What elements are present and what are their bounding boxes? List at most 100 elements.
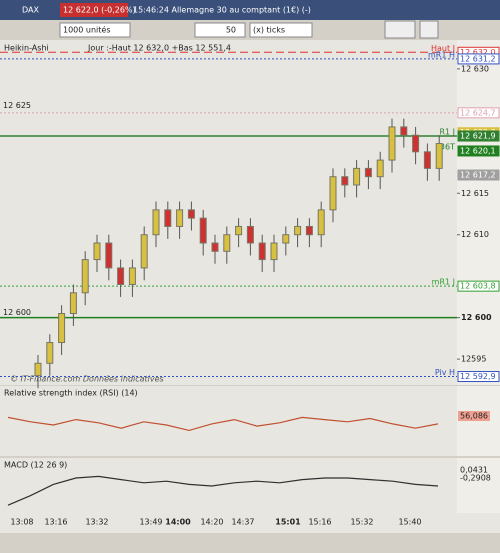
candle-body	[435, 143, 443, 169]
y-tick-label: 12595	[461, 355, 486, 364]
x-tick-label: 15:32	[350, 518, 373, 527]
candle-body	[164, 209, 172, 227]
chart-title: Heikin-Ashi	[4, 44, 49, 53]
macd-title: MACD (12 26 9)	[4, 461, 67, 470]
level-label: 12 620,1	[460, 146, 496, 155]
x-tick-label: 13:32	[85, 518, 108, 527]
level-name: mR1 J	[432, 278, 455, 287]
y-tick-label: 12 630	[461, 64, 489, 73]
candle-body	[81, 259, 89, 294]
candle-body	[223, 234, 231, 252]
candle-body	[400, 126, 408, 136]
y-tick-label: 12 610	[461, 230, 489, 239]
candle-body	[305, 225, 313, 236]
candle-body	[294, 225, 302, 236]
y-tick-label: 12 615	[461, 189, 489, 198]
level-name: mR1 H	[428, 50, 455, 59]
level-name: 36T	[440, 142, 455, 151]
rsi-value-box	[458, 411, 490, 421]
order-button[interactable]	[384, 20, 416, 39]
level-label: 12 632,0	[460, 48, 496, 57]
level-name: Haut J	[431, 44, 455, 53]
candle-body	[412, 134, 420, 153]
level-label: 12 617,2	[460, 171, 496, 180]
left-tick-label: 12 600	[3, 308, 31, 317]
level-box	[457, 53, 500, 65]
candle-body	[364, 167, 372, 178]
candle-body	[105, 242, 113, 269]
close-button[interactable]	[419, 20, 439, 39]
candle-body	[317, 209, 325, 236]
level-label: 12 631,2	[460, 54, 496, 63]
candle-body	[282, 234, 290, 244]
candle-body	[341, 176, 349, 186]
candle-body	[46, 342, 54, 364]
candle-body	[117, 267, 125, 285]
level-box	[457, 145, 500, 157]
time-axis	[0, 513, 500, 533]
candle-body	[353, 167, 361, 186]
x-tick-label: 13:16	[44, 518, 67, 527]
x-tick-label: 15:16	[308, 518, 331, 527]
candle-body	[140, 234, 148, 269]
watermark: © IT-Finance.com Données indicatives	[10, 374, 164, 384]
price-axis	[457, 40, 500, 385]
level-box	[457, 371, 500, 383]
ticks-label: (x) ticks	[253, 26, 285, 35]
x-tick-label: 15:40	[398, 518, 421, 527]
candle-body	[93, 242, 101, 261]
candle-body	[128, 267, 136, 285]
macd-panel	[0, 458, 457, 513]
candle-body	[376, 159, 384, 178]
macd-label: 0,0431	[460, 466, 488, 475]
rsi-line	[7, 416, 439, 432]
price-box	[60, 3, 128, 17]
candle-body	[258, 242, 266, 261]
x-tick-label: 14:20	[200, 518, 223, 527]
candle-body	[235, 225, 243, 236]
y-tick-label: 12 600	[461, 313, 492, 322]
quantity-select[interactable]	[59, 22, 131, 38]
instrument-info: 15:46:24 Allemagne 30 au comptant (1€) (…	[133, 6, 311, 15]
x-tick-label: 13:49	[139, 518, 162, 527]
symbol: DAX	[22, 6, 39, 15]
level-label: 12 603,8	[460, 282, 496, 291]
price: 12 622,0 (-0,26%)	[63, 6, 136, 15]
macd-label: -0,2908	[460, 474, 491, 483]
ticks-value: 50	[226, 26, 236, 35]
candle-body	[152, 209, 160, 236]
bottom-toolbar	[0, 533, 500, 553]
candle-body	[69, 292, 77, 315]
macd-axis	[457, 458, 500, 513]
rsi-value: 56,086	[460, 412, 488, 421]
level-name: Piv H	[435, 368, 455, 377]
main-panel	[0, 40, 457, 385]
level-label: 12 621,9	[460, 132, 496, 141]
ticks-input[interactable]	[194, 22, 246, 38]
candle-body	[329, 176, 337, 211]
candle-body	[34, 362, 42, 377]
candle-body	[199, 217, 207, 244]
candle-body	[388, 126, 396, 161]
macd-line	[7, 475, 439, 506]
level-box	[457, 107, 500, 119]
ticks-select[interactable]	[249, 22, 313, 38]
quantity: 1000 unités	[63, 25, 111, 35]
x-tick-label: 14:37	[231, 518, 254, 527]
level-label: 12 592,9	[460, 372, 496, 381]
level-box	[457, 130, 500, 142]
candle-body	[423, 151, 431, 169]
candle-body	[246, 225, 254, 244]
chart-subtitle: Jour :-Haut 12 632,0 +Bas 12 551,4	[87, 44, 231, 53]
candle-body	[58, 313, 66, 344]
rsi-title: Relative strength index (RSI) (14)	[4, 389, 138, 398]
level-box	[457, 280, 500, 292]
x-tick-label: 13:08	[10, 518, 33, 527]
level-box	[457, 169, 500, 181]
candle-body	[176, 209, 184, 227]
level-name: R1 J	[439, 128, 455, 137]
candle-body	[187, 209, 195, 219]
candle-body	[270, 242, 278, 261]
